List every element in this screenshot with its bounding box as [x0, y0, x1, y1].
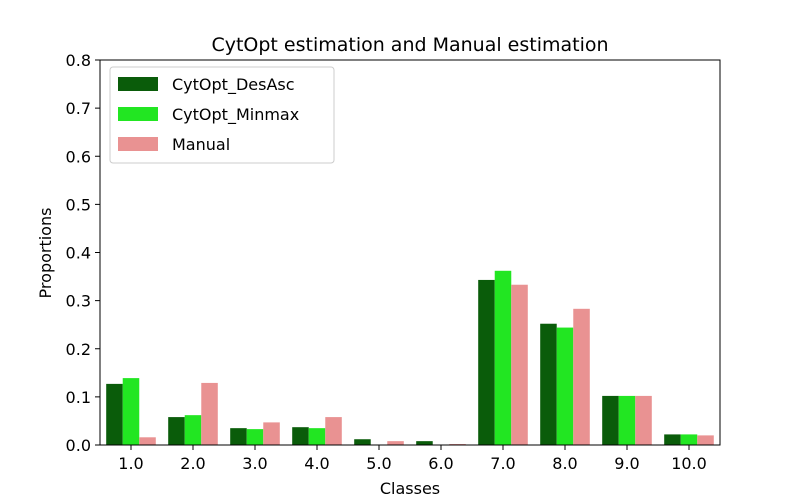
legend-swatch-manual: [118, 137, 158, 151]
bar-cytopt-desasc-10.0: [664, 434, 681, 445]
x-tick-label: 3.0: [242, 454, 267, 473]
chart-title: CytOpt estimation and Manual estimation: [211, 34, 608, 56]
bar-cytopt-desasc-7.0: [478, 279, 495, 445]
y-axis: 0.0 0.1 0.2 0.3 0.4 0.5 0.6 0.7 0.8: [66, 51, 100, 455]
x-tick-label: 10.0: [671, 454, 707, 473]
legend: CytOpt_DesAsc CytOpt_Minmax Manual: [109, 66, 335, 164]
bar-cytopt-minmax-1.0: [122, 378, 140, 445]
legend-swatch-cytopt-desasc: [118, 77, 158, 91]
x-tick-label: 7.0: [490, 454, 515, 473]
bar-cytopt-desasc-5.0: [354, 439, 371, 445]
bar-cytopt-desasc-3.0: [230, 428, 247, 445]
bar-manual-9.0: [635, 395, 652, 445]
x-axis: 1.0 2.0 3.0 4.0 5.0 6.0 7.0 8.0 9.0 10.0: [118, 445, 707, 473]
legend-swatch-cytopt-minmax: [118, 107, 158, 121]
y-tick-label: 0.2: [66, 340, 91, 359]
x-tick-label: 4.0: [304, 454, 329, 473]
y-tick-label: 0.4: [66, 244, 91, 263]
x-tick-label: 6.0: [428, 454, 453, 473]
y-tick-label: 0.3: [66, 292, 91, 311]
legend-frame: [109, 66, 335, 164]
bar-cytopt-desasc-2.0: [168, 417, 185, 445]
bar-cytopt-minmax-3.0: [246, 429, 264, 445]
x-tick-label: 9.0: [614, 454, 639, 473]
bar-cytopt-minmax-4.0: [308, 428, 326, 445]
bar-cytopt-minmax-9.0: [618, 395, 636, 445]
bar-manual-2.0: [201, 382, 218, 445]
bar-cytopt-minmax-10.0: [680, 434, 698, 445]
legend-label-manual: Manual: [172, 135, 230, 154]
bar-manual-10.0: [697, 435, 714, 446]
y-tick-label: 0.6: [66, 147, 91, 166]
x-tick-label: 5.0: [366, 454, 391, 473]
bar-manual-3.0: [263, 422, 280, 445]
y-tick-label: 0.5: [66, 195, 91, 214]
legend-label-cytopt-desasc: CytOpt_DesAsc: [172, 75, 295, 95]
x-tick-label: 1.0: [118, 454, 143, 473]
bar-manual-4.0: [325, 417, 342, 445]
bar-cytopt-desasc-1.0: [106, 383, 123, 445]
bar-cytopt-desasc-4.0: [292, 427, 309, 445]
bar-cytopt-desasc-9.0: [602, 395, 619, 445]
bar-cytopt-minmax-8.0: [556, 327, 574, 445]
x-tick-label: 2.0: [180, 454, 205, 473]
y-tick-label: 0.8: [66, 51, 91, 70]
bar-cytopt-desasc-8.0: [540, 323, 557, 445]
bars-layer: [106, 270, 714, 446]
bar-manual-1.0: [139, 437, 156, 445]
bar-manual-5.0: [387, 441, 404, 445]
legend-label-cytopt-minmax: CytOpt_Minmax: [172, 105, 299, 125]
bar-cytopt-desasc-6.0: [416, 441, 433, 445]
bar-cytopt-minmax-7.0: [494, 270, 512, 445]
y-axis-title: Proportions: [36, 208, 55, 299]
y-tick-label: 0.0: [66, 436, 91, 455]
x-axis-title: Classes: [380, 479, 440, 498]
bar-manual-8.0: [573, 308, 590, 445]
bar-manual-7.0: [511, 284, 528, 445]
bar-cytopt-minmax-2.0: [184, 415, 202, 445]
y-tick-label: 0.7: [66, 99, 91, 118]
x-tick-label: 8.0: [552, 454, 577, 473]
y-tick-label: 0.1: [66, 388, 91, 407]
